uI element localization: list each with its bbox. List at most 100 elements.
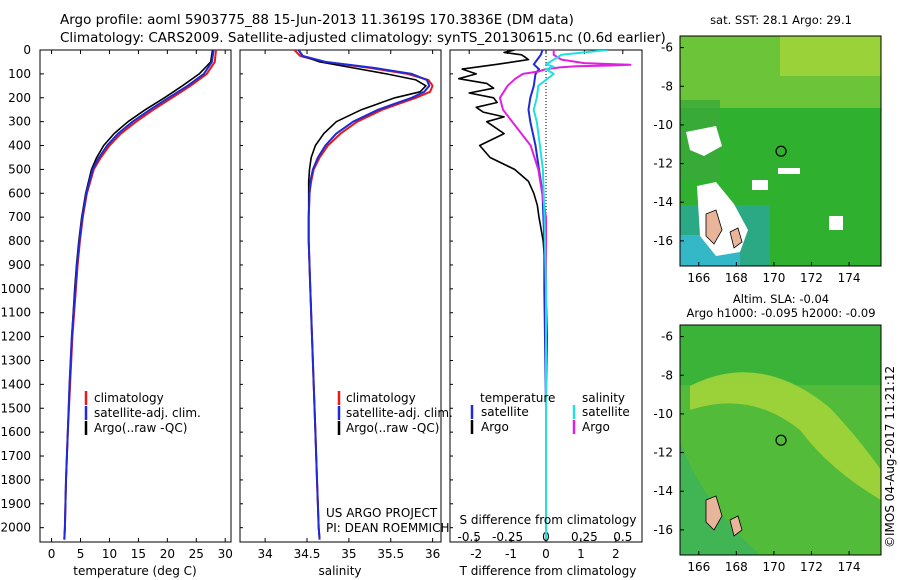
salinity-diff-tick-label: -0.25 — [492, 530, 523, 544]
difference-legend: temperature salinity satellite Argo sate… — [470, 391, 630, 434]
salinity-diff-tick-label: 0.5 — [613, 530, 632, 544]
depth-tick-label: 1000 — [0, 282, 31, 296]
map-lon-tick-label: 174 — [838, 560, 861, 574]
depth-tick-label: 1400 — [0, 377, 31, 391]
salinity-argo-line — [297, 50, 427, 540]
depth-tick-label: 1500 — [0, 401, 31, 415]
imos-footer: ©IMOS 04-Aug-2017 11:21:12 — [883, 366, 897, 548]
island-icon — [705, 495, 723, 531]
legend-label-temp-satellite: satellite — [481, 405, 529, 419]
temperature-tick-label: 5 — [77, 547, 85, 561]
sst-map-frame — [679, 35, 882, 267]
temperature-panel-frame — [39, 49, 232, 543]
depth-tick-label: 0 — [23, 43, 31, 57]
depth-tick-label: 1300 — [0, 353, 31, 367]
map-lat-tick-label: -8 — [661, 79, 673, 93]
map-lon-tick-label: 170 — [762, 560, 785, 574]
sla-map-low-patch — [680, 440, 760, 555]
temperature-diff-tick-label: 0 — [542, 547, 550, 561]
sst-cloud-gap — [686, 126, 722, 156]
map-lon-tick-label: 170 — [762, 271, 785, 285]
legend-label-sal-argo: Argo — [582, 420, 610, 434]
salinity-diff-satellite-line — [532, 50, 608, 540]
salinity-legend: climatology satellite-adj. clim. Argo(..… — [337, 391, 453, 435]
difference-series — [457, 50, 632, 540]
map-lon-tick-label: 166 — [687, 271, 710, 285]
map-lon-tick-label: 168 — [725, 271, 748, 285]
map-lat-tick-label: -14 — [653, 195, 673, 209]
depth-tick-label: 400 — [8, 139, 31, 153]
map-lat-tick-label: -12 — [653, 157, 673, 171]
depth-tick-label: 1200 — [0, 330, 31, 344]
map-lat-tick-label: -10 — [653, 118, 673, 132]
depth-tick-label: 1700 — [0, 449, 31, 463]
t-difference-axis-label: T difference from climatology — [459, 564, 637, 578]
map-lon-tick-label: 172 — [800, 271, 823, 285]
salinity-panel-frame — [239, 49, 442, 543]
legend-label-climatology: climatology — [94, 391, 164, 405]
temperature-tick-label: 30 — [218, 547, 233, 561]
temperature-tick-label: 25 — [189, 547, 204, 561]
s-difference-axis-label: S difference from climatology — [460, 513, 637, 527]
sla-map-high-ridge — [690, 372, 881, 500]
sla-map-low-band — [680, 325, 881, 385]
sst-map-warm-patch — [780, 36, 881, 76]
depth-tick-label: 300 — [8, 115, 31, 129]
sla-map-subtitle: Argo h1000: -0.095 h2000: -0.09 — [686, 306, 875, 320]
map-lat-tick-label: -16 — [653, 523, 673, 537]
depth-tick-label: 1100 — [0, 306, 31, 320]
figure-title-line2: Climatology: CARS2009. Satellite-adjuste… — [60, 30, 666, 46]
map-lon-tick-label: 172 — [800, 560, 823, 574]
sla-map-title: Altim. SLA: -0.04 — [733, 292, 829, 306]
sla-map-frame — [679, 324, 882, 556]
legend-label-temp-argo: Argo — [481, 420, 509, 434]
salinity-tick-label: 34 — [257, 547, 272, 561]
sst-cloud-gap — [752, 180, 768, 190]
argo-float-marker — [775, 145, 787, 157]
legend-label-argo: Argo(..raw -QC) — [94, 421, 187, 435]
depth-tick-label: 900 — [8, 258, 31, 272]
temperature-x-ticks: 0 5 10 15 20 25 30 — [48, 50, 233, 561]
salinity-series — [293, 50, 434, 540]
depth-tick-label: 200 — [8, 91, 31, 105]
depth-tick-label: 1800 — [0, 473, 31, 487]
sla-map-ticks: 166 168 170 172 174 -6 -8 -10 -12 -14 -16 — [653, 330, 860, 574]
sst-map — [680, 36, 881, 266]
sla-map — [680, 325, 881, 555]
island-icon — [729, 515, 743, 537]
temperature-satellite-line — [63, 50, 215, 540]
sst-cloud-gap — [829, 216, 843, 230]
map-lat-tick-label: -6 — [661, 330, 673, 344]
depth-tick-label: 700 — [8, 210, 31, 224]
depth-axis: 0 100 200 300 400 500 600 700 800 900 1000 1100 1200… — [0, 43, 453, 535]
sst-cloud-gap — [778, 168, 800, 174]
salinity-diff-tick-label: 0.25 — [571, 530, 598, 544]
map-lat-tick-label: -12 — [653, 446, 673, 460]
depth-tick-label: 100 — [8, 67, 31, 81]
salinity-climatology-line — [293, 50, 434, 540]
temperature-diff-tick-label: -1 — [505, 547, 517, 561]
salinity-diff-argo-line — [498, 50, 632, 540]
depth-tick-label: 800 — [8, 234, 31, 248]
map-lon-tick-label: 168 — [725, 560, 748, 574]
temperature-diff-tick-label: 2 — [612, 547, 620, 561]
temperature-argo-line — [63, 50, 214, 540]
temperature-series — [63, 50, 217, 540]
temperature-tick-label: 20 — [160, 547, 175, 561]
salinity-tick-label: 36 — [425, 547, 440, 561]
salinity-diff-tick-label: -0.5 — [457, 530, 480, 544]
island-icon — [705, 209, 723, 245]
depth-tick-label: 1600 — [0, 425, 31, 439]
salinity-tick-label: 34.5 — [294, 547, 321, 561]
salinity-x-ticks: 34 34.5 35 35.5 36 — [257, 50, 440, 561]
temperature-diff-tick-label: 1 — [577, 547, 585, 561]
sst-map-title: sat. SST: 28.1 Argo: 29.1 — [710, 13, 852, 27]
map-lat-tick-label: -16 — [653, 234, 673, 248]
depth-tick-label: 1900 — [0, 497, 31, 511]
salinity-satellite-line — [297, 50, 431, 540]
figure-title-line1: Argo profile: aoml 5903775_88 15-Jun-201… — [60, 12, 574, 28]
map-lon-tick-label: 166 — [687, 560, 710, 574]
depth-tick-label: 500 — [8, 162, 31, 176]
